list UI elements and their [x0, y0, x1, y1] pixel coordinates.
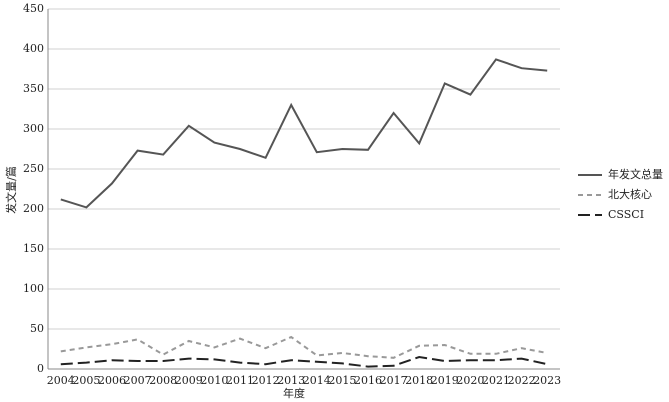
- x-tick-label: 2022: [508, 374, 536, 387]
- series-line: [60, 58, 548, 209]
- legend-label: 北大核心: [608, 187, 652, 201]
- x-tick-label: 2007: [124, 374, 152, 387]
- legend-label: CSSCI: [608, 208, 644, 221]
- x-tick-label: 2009: [175, 374, 203, 387]
- x-tick-label: 2011: [226, 374, 254, 387]
- y-tick-label: 200: [23, 202, 44, 215]
- y-tick-label: 150: [23, 242, 44, 255]
- x-tick-label: 2021: [482, 374, 510, 387]
- series-line: [60, 355, 548, 368]
- x-tick-label: 2005: [72, 374, 100, 387]
- y-tick-label: 450: [23, 2, 44, 15]
- x-tick-label: 2017: [380, 374, 408, 387]
- y-tick-label: 300: [23, 122, 44, 135]
- x-tick-label: 2006: [98, 374, 126, 387]
- x-tick-label: 2004: [47, 374, 75, 387]
- legend-label: 年发文总量: [608, 167, 663, 181]
- y-tick-label: 350: [23, 82, 44, 95]
- x-tick-label: 2014: [303, 374, 331, 387]
- x-tick-label: 2023: [533, 374, 561, 387]
- x-tick-label: 2019: [431, 374, 459, 387]
- x-tick-label: 2020: [456, 374, 484, 387]
- x-tick-label: 2013: [277, 374, 305, 387]
- y-tick-label: 100: [23, 282, 44, 295]
- y-tick-label: 400: [23, 42, 44, 55]
- x-tick-label: 2016: [354, 374, 382, 387]
- x-tick-label: 2018: [405, 374, 433, 387]
- series-line: [60, 335, 548, 359]
- x-axis-label: 年度: [283, 386, 305, 400]
- y-axis-label: 发文量/篇: [4, 166, 18, 214]
- x-tick-label: 2008: [149, 374, 177, 387]
- y-tick-label: 250: [23, 162, 44, 175]
- y-tick-label: 50: [30, 322, 44, 335]
- x-tick-label: 2015: [328, 374, 356, 387]
- y-tick-label: 0: [37, 362, 44, 375]
- x-tick-label: 2010: [200, 374, 228, 387]
- x-tick-label: 2012: [252, 374, 280, 387]
